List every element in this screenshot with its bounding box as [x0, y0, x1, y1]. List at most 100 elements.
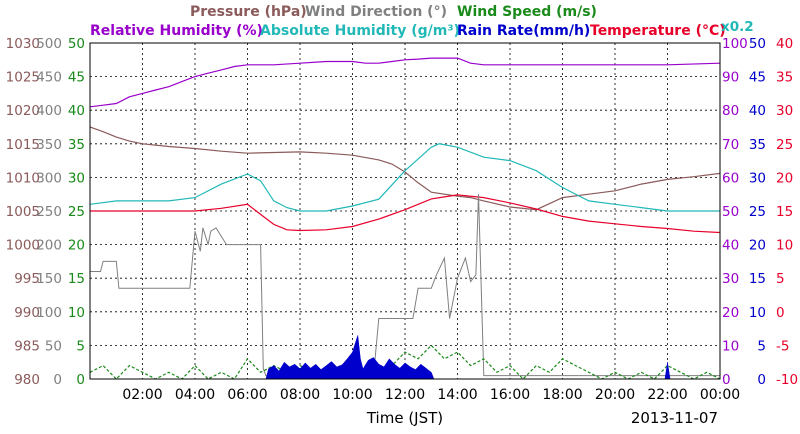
y-tick-label-wind-speed: 50 [68, 36, 85, 52]
x-tick-label: 08:00 [280, 387, 320, 403]
y-tick-label-pressure: 1030 [6, 36, 40, 52]
y-tick-label-pressure: 990 [14, 305, 40, 321]
y-tick-label-pressure: 1000 [6, 238, 40, 254]
x-tick-label: 02:00 [122, 387, 162, 403]
legend-wind-speed: Wind Speed (m/s) [457, 4, 597, 20]
y-tick-label-wind-speed: 45 [68, 70, 85, 86]
y-tick-label-wind-speed: 40 [68, 103, 85, 119]
y-tick-label-rain-rate: 30 [749, 170, 766, 186]
y-tick-label-temperature: 15 [776, 204, 793, 220]
x-tick-label: 04:00 [175, 387, 215, 403]
x-tick-label: 20:00 [595, 387, 635, 403]
y-tick-label-wind-direction: 350 [36, 137, 62, 153]
y-tick-label-temperature: 40 [776, 36, 793, 52]
y-tick-label-rain-rate: 0 [757, 372, 766, 388]
y-tick-label-pressure: 1015 [6, 137, 40, 153]
y-tick-label-humidity: 0 [722, 372, 731, 388]
y-tick-label-temperature: 35 [776, 70, 793, 86]
x-tick-label: 06:00 [227, 387, 267, 403]
y-tick-label-rain-rate: 25 [749, 204, 766, 220]
y-tick-label-wind-speed: 15 [68, 271, 85, 287]
y-tick-label-rain-rate: 50 [749, 36, 766, 52]
series-absolute-humidity-g-m3 [90, 143, 720, 212]
grid [90, 43, 720, 379]
y-tick-label-pressure: 1020 [6, 103, 40, 119]
y-tick-label-wind-speed: 5 [76, 338, 85, 354]
series-wind-speed-m-s [90, 344, 720, 379]
legend-pressure: Pressure (hPa) [190, 4, 307, 20]
legend-absolute-humidity: Absolute Humidity (g/m³) [260, 23, 460, 39]
y-tick-label-humidity: 40 [722, 238, 739, 254]
y-tick-label-rain-rate: 35 [749, 137, 766, 153]
y-tick-label-temperature: -5 [776, 338, 789, 354]
y-tick-label-humidity: 60 [722, 170, 739, 186]
date-label: 2013-11-07 [631, 409, 718, 427]
y-tick-label-rain-rate: 15 [749, 271, 766, 287]
y-tick-labels: 1030102510201015101010051000995990985980… [6, 36, 798, 388]
y-tick-label-wind-direction: 250 [36, 204, 62, 220]
y-tick-label-temperature: -10 [776, 372, 798, 388]
series-layer [90, 57, 720, 379]
y-tick-label-wind-direction: 50 [45, 338, 62, 354]
legend-wind-direction: Wind Direction (°) [305, 4, 447, 20]
y-tick-label-rain-rate: 40 [749, 103, 766, 119]
legend-rain-rate: Rain Rate(mm/h) [457, 23, 590, 39]
series-temperature-c [90, 194, 720, 234]
plot-frame [89, 42, 721, 380]
y-tick-label-humidity: 90 [722, 70, 739, 86]
y-tick-label-humidity: 10 [722, 338, 739, 354]
y-tick-label-humidity: 100 [722, 36, 748, 52]
x-tick-label: 12:00 [385, 387, 425, 403]
y-tick-label-wind-speed: 25 [68, 204, 85, 220]
y-tick-label-pressure: 995 [14, 271, 40, 287]
y-tick-label-rain-rate: 45 [749, 70, 766, 86]
y-tick-label-temperature: 10 [776, 238, 793, 254]
x-tick-label: 10:00 [332, 387, 372, 403]
y-tick-label-humidity: 80 [722, 103, 739, 119]
y-tick-label-wind-speed: 10 [68, 305, 85, 321]
y-tick-label-temperature: 25 [776, 137, 793, 153]
y-tick-label-wind-speed: 0 [76, 372, 85, 388]
x-tick-label: 22:00 [647, 387, 687, 403]
y-tick-label-humidity: 20 [722, 305, 739, 321]
y-tick-label-wind-direction: 450 [36, 70, 62, 86]
y-tick-label-wind-direction: 0 [53, 372, 62, 388]
y-tick-label-rain-rate: 5 [757, 338, 766, 354]
y-tick-label-pressure: 985 [14, 338, 40, 354]
x-axis-title: Time (JST) [366, 409, 443, 427]
y-tick-label-temperature: 5 [776, 271, 785, 287]
y-tick-label-wind-speed: 30 [68, 170, 85, 186]
legend-relative-humidity: Relative Humidity (%) [90, 23, 263, 39]
y-tick-label-temperature: 0 [776, 305, 785, 321]
x-tick-label: 18:00 [542, 387, 582, 403]
y-tick-label-wind-direction: 500 [36, 36, 62, 52]
x-tick-label: 16:00 [490, 387, 530, 403]
y-tick-label-wind-direction: 300 [36, 170, 62, 186]
x-tick-label: 00:00 [700, 387, 740, 403]
y-tick-label-wind-direction: 200 [36, 238, 62, 254]
scale-note: x0.2 [721, 19, 754, 35]
y-tick-label-wind-speed: 35 [68, 137, 85, 153]
y-tick-label-wind-direction: 100 [36, 305, 62, 321]
y-tick-label-pressure: 1025 [6, 70, 40, 86]
x-tick-label: 14:00 [437, 387, 477, 403]
series-group [90, 57, 720, 379]
y-tick-label-wind-direction: 400 [36, 103, 62, 119]
x-tick-labels: 02:00 04:00 06:00 08:00 10:00 12:00 14:00 16:00… [122, 387, 740, 403]
y-tick-label-pressure: 1005 [6, 204, 40, 220]
y-tick-label-wind-direction: 150 [36, 271, 62, 287]
legend-temperature: Temperature (°C) [590, 23, 726, 39]
y-tick-label-rain-rate: 10 [749, 305, 766, 321]
series-relative-humidity [90, 57, 720, 108]
y-tick-label-humidity: 50 [722, 204, 739, 220]
y-tick-label-temperature: 20 [776, 170, 793, 186]
series-rain-rate-mm-h [90, 335, 720, 379]
y-tick-label-pressure: 1010 [6, 170, 40, 186]
y-tick-label-pressure: 980 [14, 372, 40, 388]
y-tick-label-wind-speed: 20 [68, 238, 85, 254]
y-tick-label-temperature: 30 [776, 103, 793, 119]
y-tick-label-humidity: 30 [722, 271, 739, 287]
y-tick-label-humidity: 70 [722, 137, 739, 153]
